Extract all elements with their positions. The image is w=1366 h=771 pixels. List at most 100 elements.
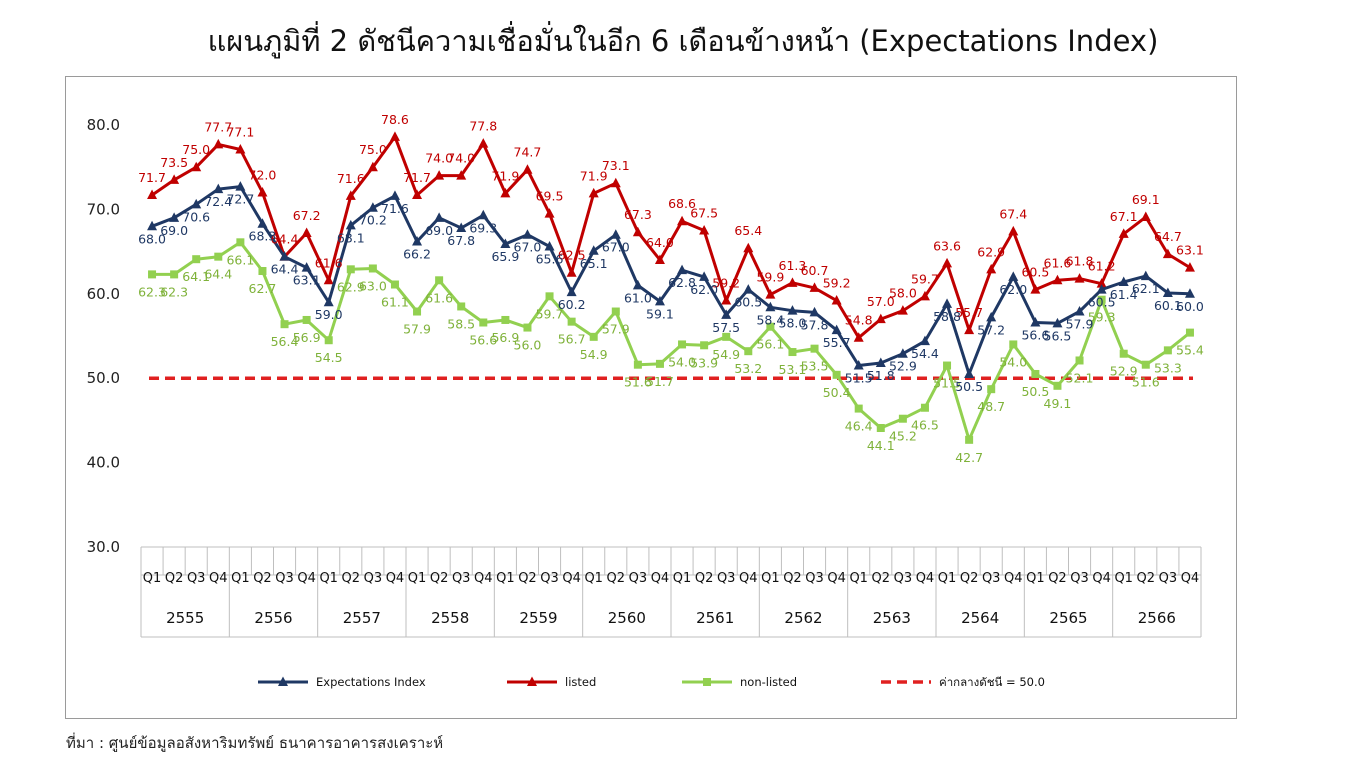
data-label: 61.8	[1066, 254, 1094, 269]
data-label: 55.7	[823, 335, 851, 350]
x-tick-label: Q1	[319, 571, 338, 586]
data-point	[809, 282, 820, 292]
data-label: 66.2	[403, 246, 431, 261]
data-label: 60.7	[801, 263, 829, 278]
data-label: 69.5	[536, 189, 564, 204]
data-point	[1053, 381, 1062, 390]
data-label: 60.5	[734, 295, 762, 310]
x-tick-label: Q3	[540, 571, 559, 586]
data-label: 65.6	[536, 252, 564, 267]
data-point	[412, 235, 423, 246]
year-label: 2556	[254, 609, 292, 627]
data-label: 57.0	[867, 294, 895, 309]
x-tick-label: Q1	[1026, 571, 1045, 586]
data-label: 59.2	[823, 276, 851, 291]
x-tick-label: Q4	[739, 571, 758, 586]
year-label: 2564	[961, 609, 999, 627]
data-point	[610, 177, 621, 188]
data-point	[1097, 295, 1106, 304]
data-label: 71.7	[403, 170, 431, 185]
data-label: 67.0	[602, 240, 630, 255]
data-label: 57.2	[977, 322, 1005, 337]
data-label: 61.0	[624, 290, 652, 305]
year-label: 2561	[696, 609, 734, 627]
data-point	[257, 187, 268, 197]
data-point	[654, 295, 665, 306]
data-label: 56.9	[293, 330, 321, 345]
chart-plot: 30.040.050.060.070.080.0Q1 Q2 Q3 Q4 Q1 Q2 Q3 Q4…	[87, 112, 1204, 689]
year-label: 2562	[784, 609, 822, 627]
data-label: 77.1	[226, 124, 254, 139]
data-point	[965, 435, 974, 444]
data-point	[346, 265, 355, 274]
x-tick-label: Q4	[651, 571, 670, 586]
data-point	[942, 257, 953, 268]
data-label: 45.2	[889, 429, 917, 444]
data-label: 67.1	[1110, 209, 1138, 224]
data-point	[632, 279, 643, 290]
data-point	[1074, 273, 1085, 283]
data-point	[456, 222, 467, 232]
data-label: 53.9	[690, 355, 718, 370]
data-point	[544, 241, 555, 251]
data-point	[214, 252, 223, 261]
data-label: 64.0	[646, 235, 674, 250]
data-label: 74.7	[514, 145, 542, 160]
data-label: 65.9	[491, 249, 519, 264]
x-tick-label: Q1	[143, 571, 162, 586]
data-point	[323, 274, 334, 285]
data-point	[744, 347, 753, 356]
data-label: 56.1	[756, 337, 784, 352]
data-point	[765, 301, 776, 312]
year-label: 2557	[343, 609, 381, 627]
x-tick-label: Q3	[982, 571, 1001, 586]
data-label: 56.5	[1044, 328, 1072, 343]
x-tick-label: Q4	[827, 571, 846, 586]
data-point	[987, 385, 996, 394]
data-label: 54.4	[911, 346, 939, 361]
data-label: 53.2	[734, 361, 762, 376]
data-label: 61.2	[1088, 259, 1116, 274]
data-point	[897, 305, 908, 315]
data-label: 42.7	[955, 450, 983, 465]
year-label: 2558	[431, 609, 469, 627]
data-label: 58.8	[933, 309, 961, 324]
data-label: 59.3	[1088, 310, 1116, 325]
data-point	[611, 307, 620, 316]
data-label: 62.3	[138, 284, 166, 299]
data-label: 71.9	[580, 168, 608, 183]
data-label: 64.7	[1154, 229, 1182, 244]
x-tick-label: Q4	[297, 571, 316, 586]
data-point	[236, 238, 245, 247]
data-point	[434, 212, 445, 222]
data-point	[412, 189, 423, 200]
data-point	[588, 245, 599, 255]
data-point	[810, 344, 819, 353]
data-point	[633, 360, 642, 369]
x-tick-label: Q3	[452, 571, 471, 586]
data-point	[920, 403, 929, 412]
data-point	[1008, 271, 1019, 281]
data-label: 77.7	[204, 119, 232, 134]
data-label: 54.9	[712, 347, 740, 362]
data-label: 64.4	[271, 232, 299, 247]
data-label: 74.0	[447, 151, 475, 166]
data-label: 62.1	[1132, 281, 1160, 296]
data-point	[743, 242, 754, 253]
data-label: 69.0	[425, 223, 453, 238]
data-label: 75.0	[182, 142, 210, 157]
data-point	[853, 332, 864, 342]
data-label: 58.0	[779, 316, 807, 331]
data-point	[1008, 225, 1019, 236]
data-label: 67.3	[624, 207, 652, 222]
data-point	[500, 238, 511, 249]
data-label: 72.0	[249, 168, 277, 183]
data-label: 48.7	[977, 399, 1005, 414]
data-point	[787, 305, 798, 315]
x-tick-label: Q2	[872, 571, 891, 586]
data-label: 63.6	[933, 238, 961, 253]
data-label: 51.8	[867, 368, 895, 383]
data-label: 57.9	[1066, 317, 1094, 332]
data-label: 58.4	[756, 312, 784, 327]
data-point	[1118, 228, 1129, 238]
